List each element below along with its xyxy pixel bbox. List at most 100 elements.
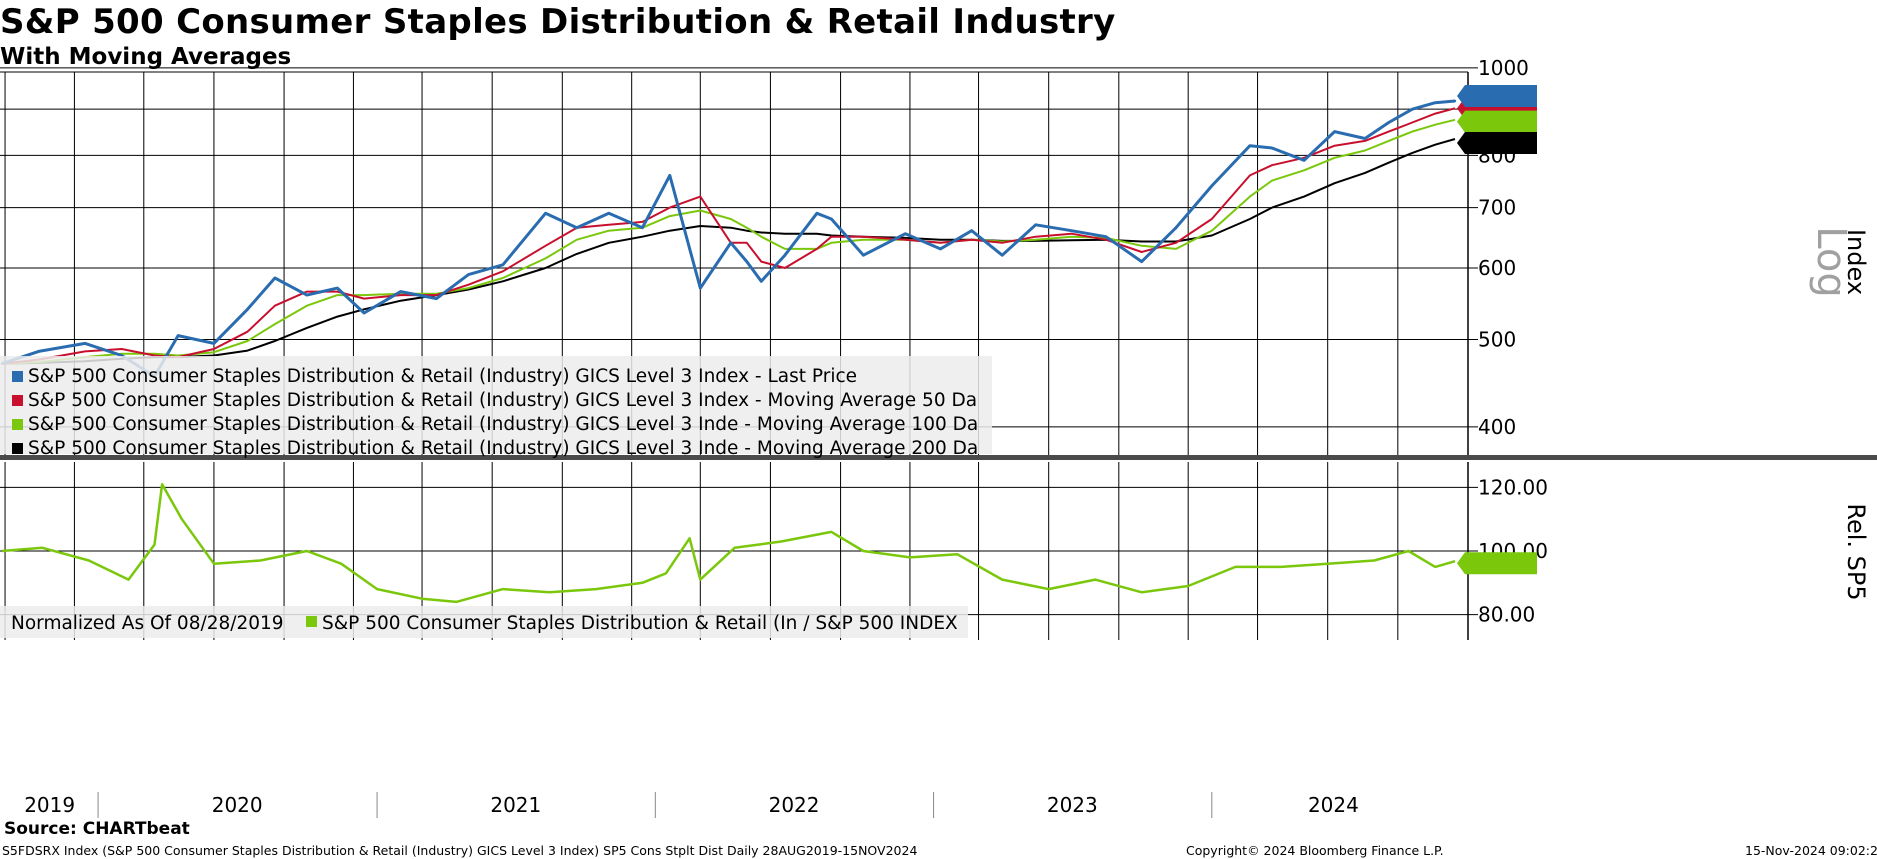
price-point [1174,226,1178,229]
price-point [176,334,180,337]
legend-swatch [12,419,23,430]
legend-label: S&P 500 Consumer Staples Distribution & … [28,414,978,435]
normalized-note: Normalized As Of 08/28/2019 [11,613,284,634]
y-tick-label: 600 [1478,256,1516,280]
x-tick-label: 2021 [490,793,541,817]
price-point [970,229,973,232]
x-tick-label: 2024 [1308,793,1359,817]
price-point [1210,184,1214,188]
y-axis-title-bottom: Rel. SP5 [1842,503,1870,600]
price-point [501,263,505,266]
chart-subtitle: With Moving Averages [0,44,292,70]
price-point [575,226,578,229]
bottom-legend: Normalized As Of 08/28/2019 S&P 500 Consu… [0,606,968,638]
relative-line [1,483,1456,604]
legend-bg [0,356,992,454]
price-point [939,247,942,251]
price-point [37,350,40,353]
price-point [467,273,470,276]
price-line [1,99,1456,378]
ma100-last-tag [1457,110,1537,133]
footer-copyright: Copyright© 2024 Bloomberg Finance L.P. [1186,843,1444,858]
price-point [83,342,87,345]
legend-label: S&P 500 Consumer Staples Distribution & … [28,366,857,387]
y-tick-label: 80.00 [1478,603,1535,627]
y-tick-label: 1000 [1478,56,1529,80]
price-point [745,260,748,263]
price-point [1302,159,1306,162]
y-tick-label: 120.00 [1478,475,1548,499]
price-point [760,280,763,283]
price-last-tag-bg [1457,84,1537,107]
price-point [362,311,366,315]
top-legend: S&P 500 Consumer Staples Distribution & … [0,356,992,459]
price-point [1140,260,1143,263]
price-point [1070,229,1073,232]
footer-description: S5FDSRX Index (S&P 500 Consumer Staples … [2,843,918,858]
ma200-line [1,138,1456,365]
price-point [783,253,787,257]
price-point [815,212,819,215]
x-tick-label: 2019 [24,793,75,817]
y-tick-label: 400 [1478,415,1516,439]
price-point [668,174,672,177]
price-point [641,226,644,229]
price-point [1000,253,1004,257]
price-point [699,286,702,290]
legend-swatch [12,395,23,406]
ma200-last-tag-bg [1457,131,1537,154]
ma50-line [1,107,1456,365]
x-tick-label: 2020 [212,793,263,817]
x-tick-label: 2022 [769,793,820,817]
price-point [862,253,865,257]
x-tick-label: 2023 [1047,793,1098,817]
price-point [336,286,339,290]
price-point [1411,107,1414,111]
chart-title: S&P 500 Consumer Staples Distribution & … [0,2,1116,42]
chart-source: Source: CHARTbeat [4,819,190,839]
price-point [1104,235,1108,238]
price-point [729,241,732,244]
y-tick-label: 500 [1478,327,1516,351]
price-point [830,217,833,221]
legend-bg [0,606,968,638]
legend-label: S&P 500 Consumer Staples Distribution & … [28,438,978,459]
price-point [1433,101,1437,104]
horizontal-gridlines-bottom [0,486,1478,616]
footer-timestamp: 15-Nov-2024 09:02:28 [1745,843,1877,858]
x-axis: 2019 2020 2021 2022 2023 2024 [24,792,1359,818]
legend-label: S&P 500 Consumer Staples Distribution & … [28,390,977,411]
price-point [1034,223,1037,227]
price-point [1248,144,1252,147]
price-point [1363,137,1367,140]
price-point [305,293,309,297]
price-point [1387,121,1390,124]
price-point [273,276,277,280]
relative-last-tag [1457,552,1537,575]
price-point [607,212,611,215]
price-point [435,297,438,300]
y-axis-title: Index [1842,229,1870,295]
panel-separator [0,455,1877,460]
legend-label: S&P 500 Consumer Staples Distribution & … [322,613,958,634]
price-point [212,342,216,345]
relative-last-tag-bg [1457,552,1537,575]
price-point [1270,146,1274,150]
price-point [904,232,907,235]
price-points [0,99,1457,378]
price-point [246,308,249,311]
price-point [399,290,402,293]
legend-swatch [12,443,23,454]
legend-swatch [306,616,317,627]
ma100-line [1,118,1456,365]
log-scale-watermark: Log [1808,226,1854,297]
price-last-tag [1457,84,1537,107]
legend-swatch [12,371,23,382]
ma200-last-tag [1457,131,1537,154]
price-point [544,212,547,215]
ma100-last-tag-bg [1457,110,1537,133]
price-point [1333,130,1336,133]
y-tick-label: 700 [1478,196,1516,220]
price-point [1453,99,1457,103]
